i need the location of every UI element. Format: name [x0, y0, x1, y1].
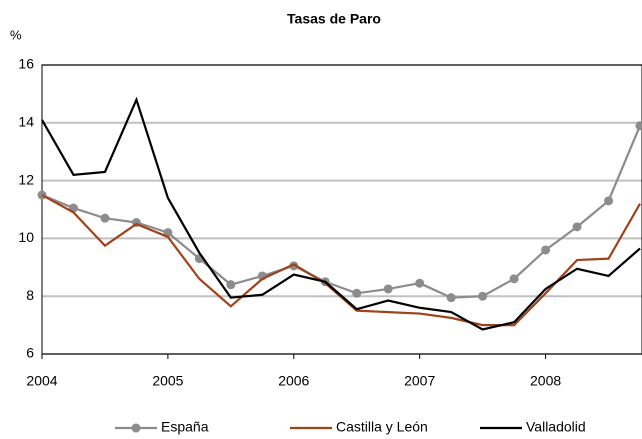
y-tick-label: 12	[18, 171, 34, 187]
x-tick-label: 2008	[530, 373, 561, 389]
point	[572, 222, 582, 232]
legend-label: Castilla y León	[336, 419, 428, 435]
y-tick-label: 8	[26, 287, 34, 303]
x-tick-label: 2005	[152, 373, 183, 389]
y-axis-label: %	[10, 27, 22, 42]
y-tick-label: 16	[18, 56, 34, 72]
point	[635, 121, 642, 131]
y-tick-label: 14	[18, 114, 34, 130]
point	[509, 274, 519, 284]
x-tick-label: 2006	[278, 373, 309, 389]
point	[604, 196, 614, 206]
series-line	[41, 194, 641, 327]
point	[352, 288, 362, 298]
point	[226, 280, 236, 290]
x-tick-label: 2007	[404, 373, 435, 389]
point	[478, 291, 488, 301]
point	[383, 284, 393, 294]
y-tick-label: 6	[26, 345, 34, 361]
point	[415, 278, 425, 288]
point	[289, 261, 299, 271]
legend-label: Valladolid	[526, 419, 586, 435]
legend-label: España	[161, 419, 209, 435]
point	[100, 213, 110, 223]
point	[446, 293, 456, 303]
chart-title: Tasas de Paro	[287, 11, 381, 27]
point	[541, 245, 551, 255]
x-tick-label: 2004	[26, 373, 57, 389]
y-tick-label: 10	[18, 229, 34, 245]
series-line	[41, 96, 641, 331]
legend-marker	[131, 423, 141, 433]
series-line	[41, 125, 642, 299]
plot-frame	[41, 64, 642, 355]
